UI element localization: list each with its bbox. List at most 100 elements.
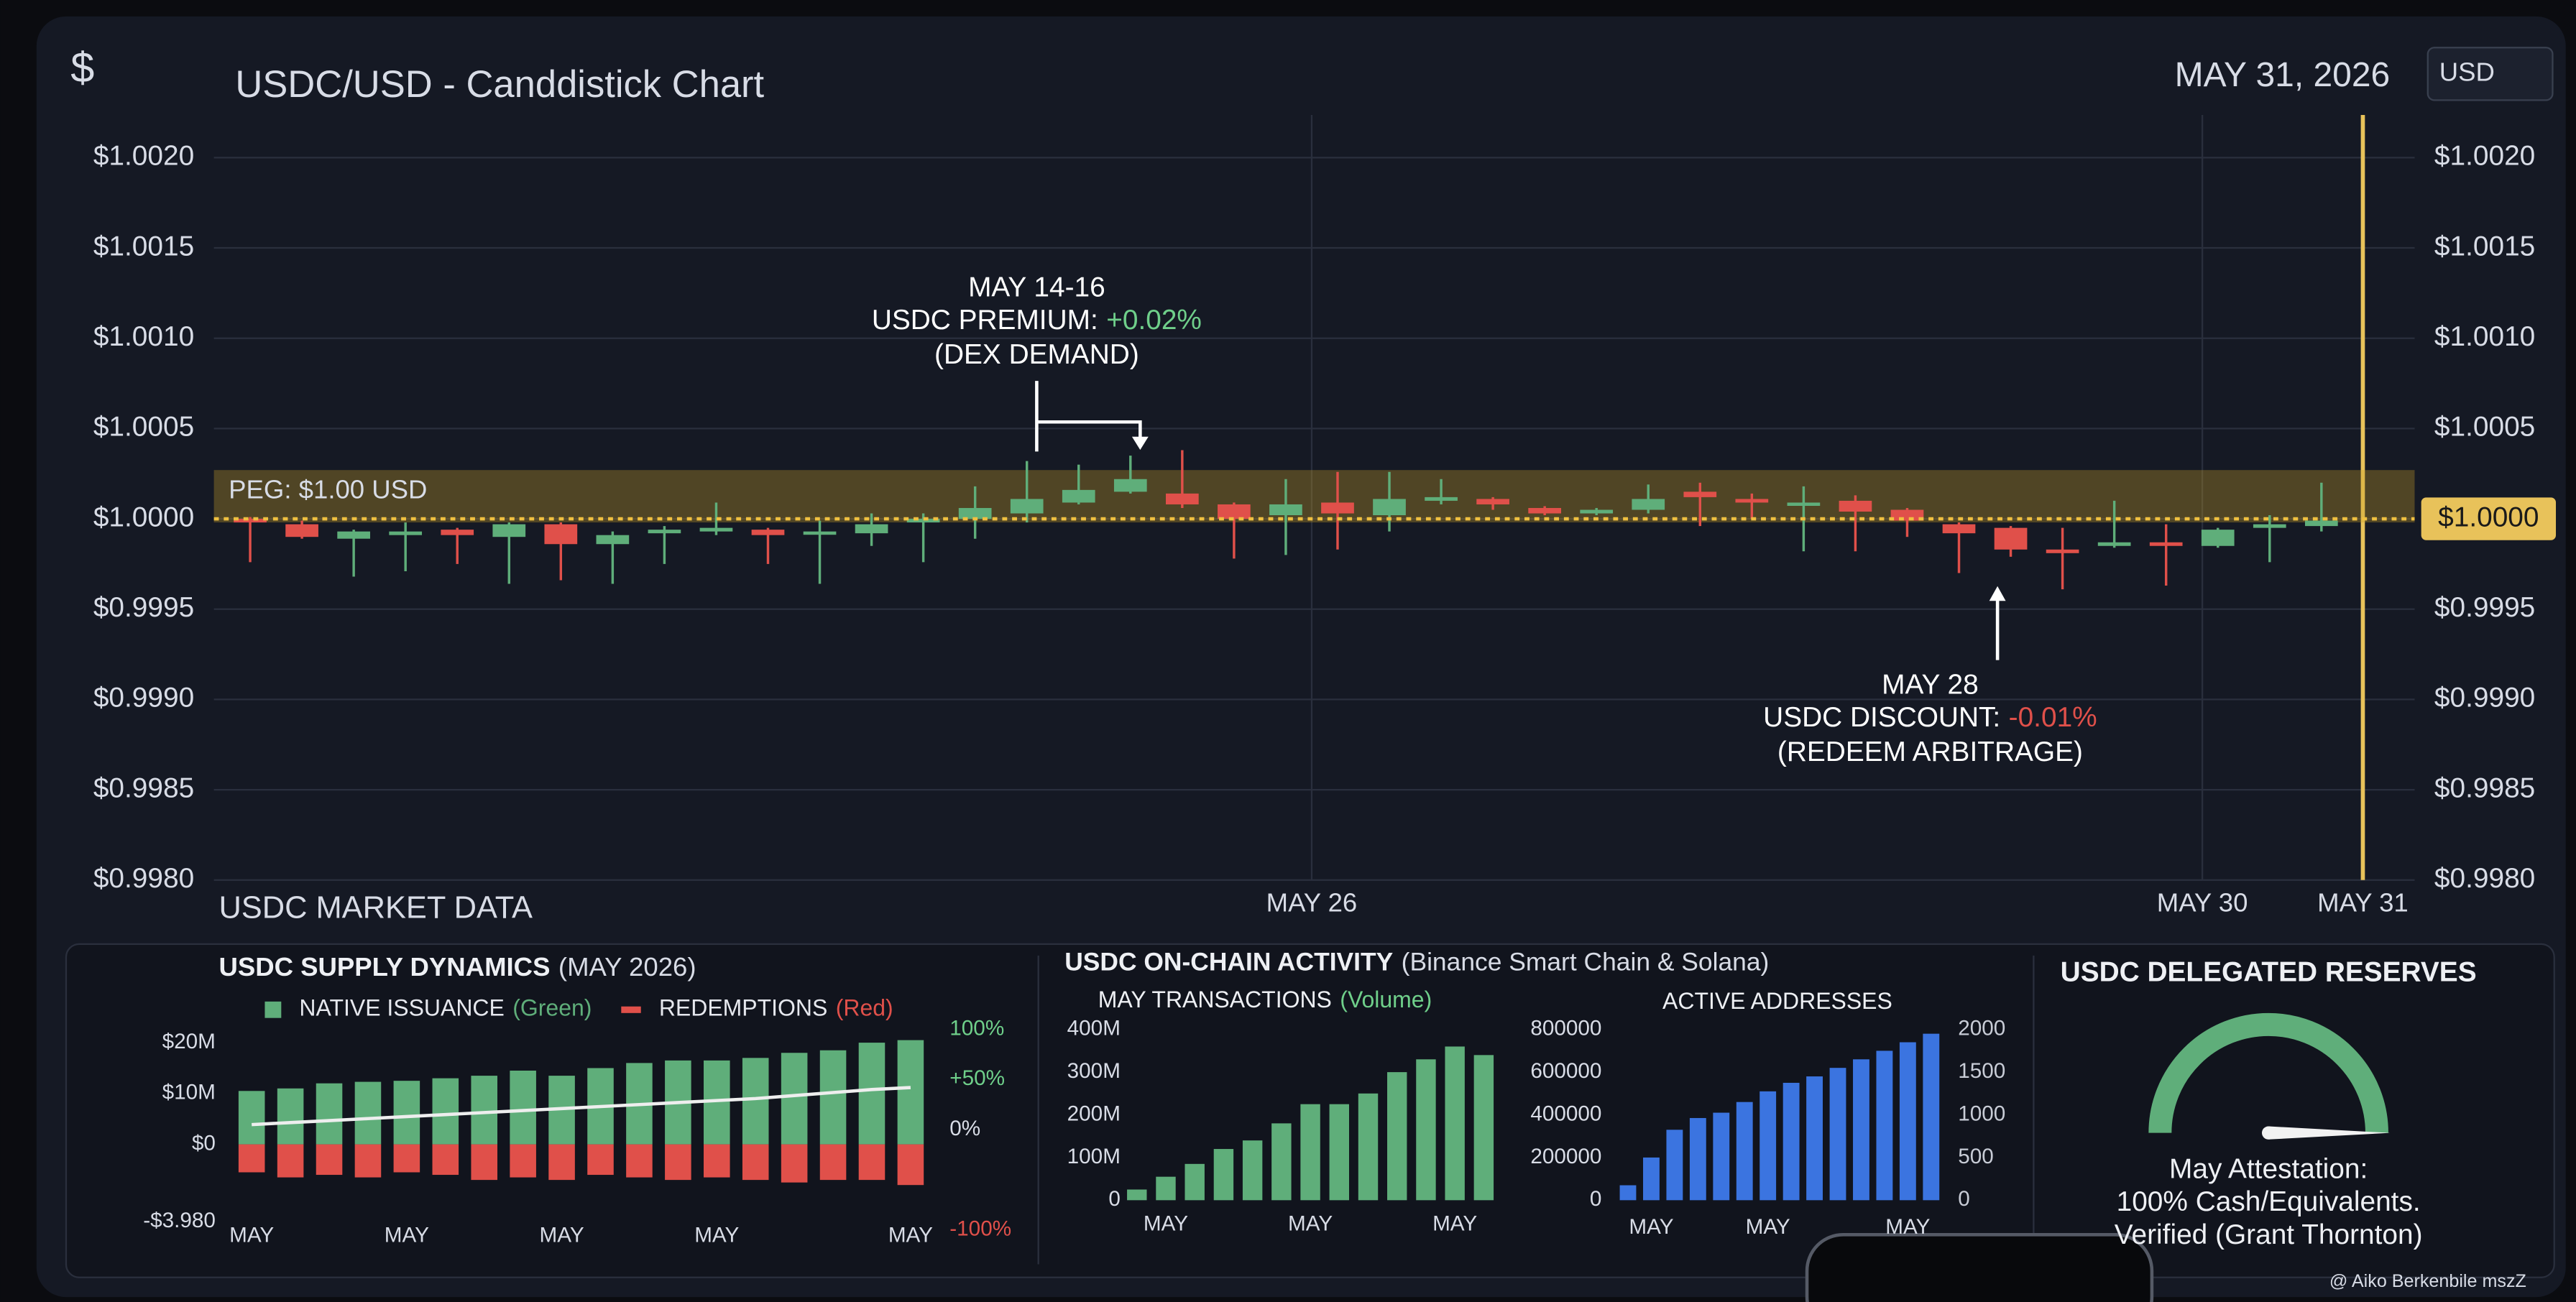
section-label: USDC MARKET DATA bbox=[218, 890, 533, 925]
y2-tick-label: 1500 bbox=[1958, 1059, 2005, 1083]
bar bbox=[316, 1083, 343, 1145]
y-tick-label: 200000 bbox=[1530, 1145, 1601, 1168]
x-tick-label: MAY bbox=[1288, 1211, 1333, 1235]
candle-body bbox=[1010, 499, 1044, 514]
candle-body bbox=[2253, 524, 2286, 528]
y2-tick-label: -100% bbox=[949, 1216, 1011, 1240]
bar bbox=[1445, 1046, 1465, 1201]
x-tick-label: MAY bbox=[540, 1223, 584, 1247]
legend-note: (Green) bbox=[512, 995, 592, 1021]
bar bbox=[471, 1144, 498, 1181]
y2-tick-label: 0% bbox=[949, 1117, 980, 1140]
y2-tick-label: $1.0005 bbox=[2434, 412, 2535, 443]
candle-body bbox=[337, 531, 370, 539]
bar bbox=[1329, 1104, 1350, 1201]
x-tick-label: MAY 30 bbox=[2157, 888, 2248, 918]
annotation-arrowhead bbox=[1131, 436, 1149, 451]
currency-label[interactable]: USD bbox=[2439, 57, 2495, 86]
gauge-caption: Verified (Grant Thornton) bbox=[2115, 1219, 2423, 1250]
bar bbox=[858, 1144, 886, 1181]
candle-body bbox=[648, 530, 681, 534]
y2-tick-label: $0.9985 bbox=[2434, 772, 2535, 803]
gauge-needle bbox=[2268, 1126, 2391, 1140]
trend-line bbox=[252, 1086, 911, 1127]
candle-body bbox=[1632, 499, 1665, 510]
y-tick-label: $1.0005 bbox=[93, 412, 194, 443]
y2-tick-label: 500 bbox=[1958, 1145, 1994, 1168]
bar bbox=[238, 1091, 265, 1145]
x-tick-label: MAY bbox=[1432, 1211, 1477, 1235]
bar bbox=[1127, 1189, 1147, 1201]
bar bbox=[393, 1144, 420, 1173]
bar bbox=[781, 1144, 808, 1183]
panel-title: MAY TRANSACTIONS (Volume) bbox=[1098, 987, 1432, 1012]
bar bbox=[432, 1144, 459, 1176]
x-tick-label: MAY bbox=[694, 1223, 739, 1247]
legend-swatch bbox=[621, 1006, 641, 1013]
bar bbox=[1923, 1033, 1940, 1201]
date: MAY 31, 2026 bbox=[2175, 56, 2391, 94]
y-tick-label: $10M bbox=[162, 1081, 216, 1104]
bar bbox=[354, 1144, 382, 1178]
candle-body bbox=[389, 531, 423, 535]
candle-body bbox=[1528, 507, 1562, 514]
chart-title: USDC/USD - Canddistick Chart bbox=[235, 63, 764, 106]
candle-body bbox=[1165, 493, 1199, 504]
bar bbox=[1271, 1123, 1292, 1201]
gauge-hub bbox=[2262, 1126, 2276, 1140]
bar bbox=[510, 1071, 536, 1145]
section-subtitle: (Binance Smart Chain & Solana) bbox=[1402, 948, 1770, 976]
y-tick-label: 0 bbox=[1108, 1187, 1121, 1211]
annotation-prefix: USDC DISCOUNT: bbox=[1763, 702, 2000, 733]
last-price-box bbox=[2421, 497, 2557, 540]
bar bbox=[1156, 1176, 1176, 1201]
candle-body bbox=[2149, 542, 2183, 546]
bar bbox=[1713, 1112, 1730, 1201]
y2-tick-label: $0.9990 bbox=[2434, 683, 2535, 714]
candle-body bbox=[1580, 509, 1614, 514]
bar bbox=[1782, 1082, 1800, 1201]
section-title: USDC ON-CHAIN ACTIVITY (Binance Smart Cha… bbox=[1064, 948, 1769, 976]
x-tick-label: MAY bbox=[1144, 1211, 1188, 1235]
currency-button[interactable] bbox=[2426, 47, 2554, 101]
y2-tick-label: 2000 bbox=[1958, 1017, 2005, 1040]
y-tick-label: $0.9980 bbox=[93, 863, 194, 894]
bar bbox=[1643, 1157, 1660, 1201]
bar bbox=[897, 1040, 924, 1145]
bar bbox=[510, 1144, 536, 1178]
annotation-note: (REDEEM ARBITRAGE) bbox=[1777, 737, 2083, 767]
bar bbox=[316, 1144, 343, 1176]
y-tick-label: 200M bbox=[1067, 1102, 1121, 1125]
candle-body bbox=[596, 535, 630, 545]
bar bbox=[1619, 1185, 1637, 1201]
y2-tick-label: 1000 bbox=[1958, 1102, 2005, 1125]
candle-body bbox=[958, 507, 992, 520]
bar bbox=[354, 1081, 382, 1145]
y2-tick-label: $0.9995 bbox=[2434, 592, 2535, 623]
legend-name: REDEMPTIONS bbox=[659, 995, 827, 1021]
y-tick-label: $0.9985 bbox=[93, 772, 194, 803]
panel-title-main: ACTIVE ADDRESSES bbox=[1662, 989, 1892, 1015]
y-tick-label: 600000 bbox=[1530, 1059, 1601, 1083]
bar bbox=[1666, 1130, 1683, 1201]
y-tick-label: 0 bbox=[1590, 1187, 1602, 1211]
x-tick-label: MAY bbox=[1629, 1215, 1673, 1239]
x-tick-label: MAY bbox=[1885, 1215, 1930, 1239]
bar bbox=[393, 1081, 420, 1145]
candle-body bbox=[1683, 491, 1717, 497]
legend-note: (Red) bbox=[836, 995, 893, 1021]
bar bbox=[1416, 1059, 1436, 1201]
candle-body bbox=[2201, 530, 2235, 546]
candle-body bbox=[1839, 500, 1872, 512]
y2-tick-label: 100% bbox=[949, 1017, 1004, 1040]
bar bbox=[1853, 1059, 1869, 1201]
candle-body bbox=[1269, 504, 1302, 516]
x-tick-label: MAY 26 bbox=[1266, 888, 1358, 918]
bar bbox=[1473, 1055, 1494, 1201]
candle-body bbox=[751, 530, 785, 535]
y-tick-label: 300M bbox=[1067, 1059, 1121, 1083]
candle-body bbox=[1476, 499, 1509, 504]
bar bbox=[1736, 1102, 1753, 1201]
bar bbox=[819, 1050, 847, 1145]
